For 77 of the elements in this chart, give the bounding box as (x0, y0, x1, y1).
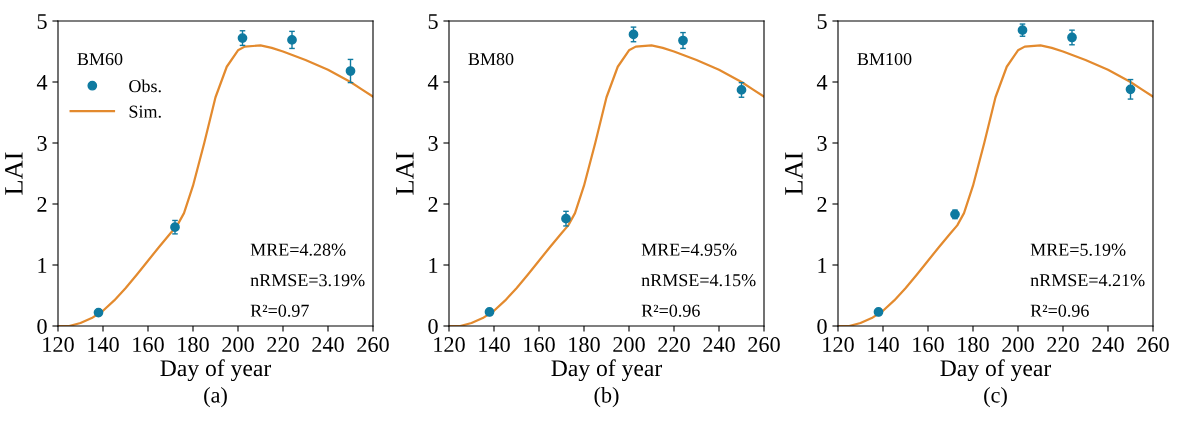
y-tick-label: 2 (428, 196, 438, 212)
y-tick-label: 3 (37, 135, 47, 151)
point (561, 213, 571, 224)
x-axis-title: Day of year (551, 359, 663, 382)
y-tick-label: 2 (37, 196, 47, 212)
x-axis-title: Day of year (940, 359, 1052, 382)
x-tick-label: 220 (267, 337, 299, 353)
point (170, 222, 180, 233)
x-tick-label: 180 (178, 337, 209, 353)
y-tick-label: 3 (817, 135, 827, 151)
x-tick-label: 260 (748, 337, 780, 353)
x-tick-label: 260 (357, 337, 389, 353)
x-tick-label: 260 (1137, 337, 1169, 353)
y-axis-title: LAI (785, 152, 803, 195)
y-tick-label: 1 (429, 258, 438, 273)
x-tick-label: 180 (569, 337, 600, 353)
x-tick-label: 180 (958, 337, 989, 353)
point (1125, 84, 1136, 95)
text: BM100 (857, 52, 912, 66)
x-tick-label: 120 (823, 337, 854, 353)
x-tick-label: 120 (43, 337, 74, 353)
point (237, 33, 248, 43)
annotation: R²=0.96 (641, 304, 700, 317)
x-tick-label: 160 (133, 337, 164, 353)
text: (c) (984, 387, 1007, 408)
y-tick-label: 5 (817, 14, 827, 29)
annotation: nRMSE=4.15% (641, 274, 756, 287)
text: (b) (594, 387, 619, 408)
text: (a) (204, 387, 227, 408)
y-tick-label: 1 (38, 258, 47, 273)
y-tick-label: 1 (818, 258, 827, 273)
x-tick-label: 160 (913, 337, 944, 353)
text: BM80 (468, 52, 514, 66)
x-tick-label: 200 (222, 337, 254, 353)
x-tick-label: 240 (312, 337, 344, 353)
y-tick-label: 4 (427, 75, 439, 90)
x-tick-label: 240 (1092, 337, 1124, 353)
x-axis-title: Day of year (160, 359, 272, 382)
point (736, 85, 747, 95)
annotation: nRMSE=3.19% (250, 274, 365, 287)
y-tick-label: 5 (37, 14, 47, 29)
x-tick-label: 120 (434, 337, 465, 353)
annotation: R²=0.96 (1030, 304, 1089, 317)
x-tick-label: 140 (88, 337, 119, 353)
text: BM60 (77, 52, 123, 66)
y-tick-label: 2 (817, 196, 827, 212)
point (873, 307, 884, 317)
x-tick-label: 200 (613, 337, 645, 353)
point (678, 35, 688, 46)
y-tick-label: 0 (37, 318, 47, 334)
y-tick-label: 3 (428, 135, 438, 151)
x-tick-label: 220 (1047, 337, 1079, 353)
legend-label: Obs. (129, 79, 161, 93)
x-tick-label: 200 (1002, 337, 1034, 353)
y-tick-label: 0 (428, 318, 438, 334)
annotation: MRE=4.28% (250, 243, 346, 256)
point (484, 307, 495, 317)
point (345, 66, 356, 76)
point (287, 35, 297, 45)
point (628, 29, 639, 40)
annotation: R²=0.97 (250, 304, 309, 317)
y-axis-title: LAI (5, 152, 23, 195)
y-tick-label: 4 (816, 75, 828, 90)
point (93, 307, 104, 318)
annotation: MRE=4.95% (641, 243, 737, 256)
y-tick-label: 5 (428, 14, 438, 29)
annotation: MRE=5.19% (1030, 243, 1126, 256)
y-tick-label: 0 (817, 318, 827, 334)
x-tick-label: 160 (524, 337, 555, 353)
annotation: nRMSE=4.21% (1030, 274, 1145, 287)
x-tick-label: 240 (703, 337, 735, 353)
legend-label: Sim. (129, 105, 161, 118)
x-tick-label: 140 (868, 337, 899, 353)
y-tick-label: 4 (36, 75, 48, 90)
x-tick-label: 220 (658, 337, 690, 353)
y-axis-title: LAI (396, 152, 414, 195)
x-tick-label: 140 (479, 337, 510, 353)
